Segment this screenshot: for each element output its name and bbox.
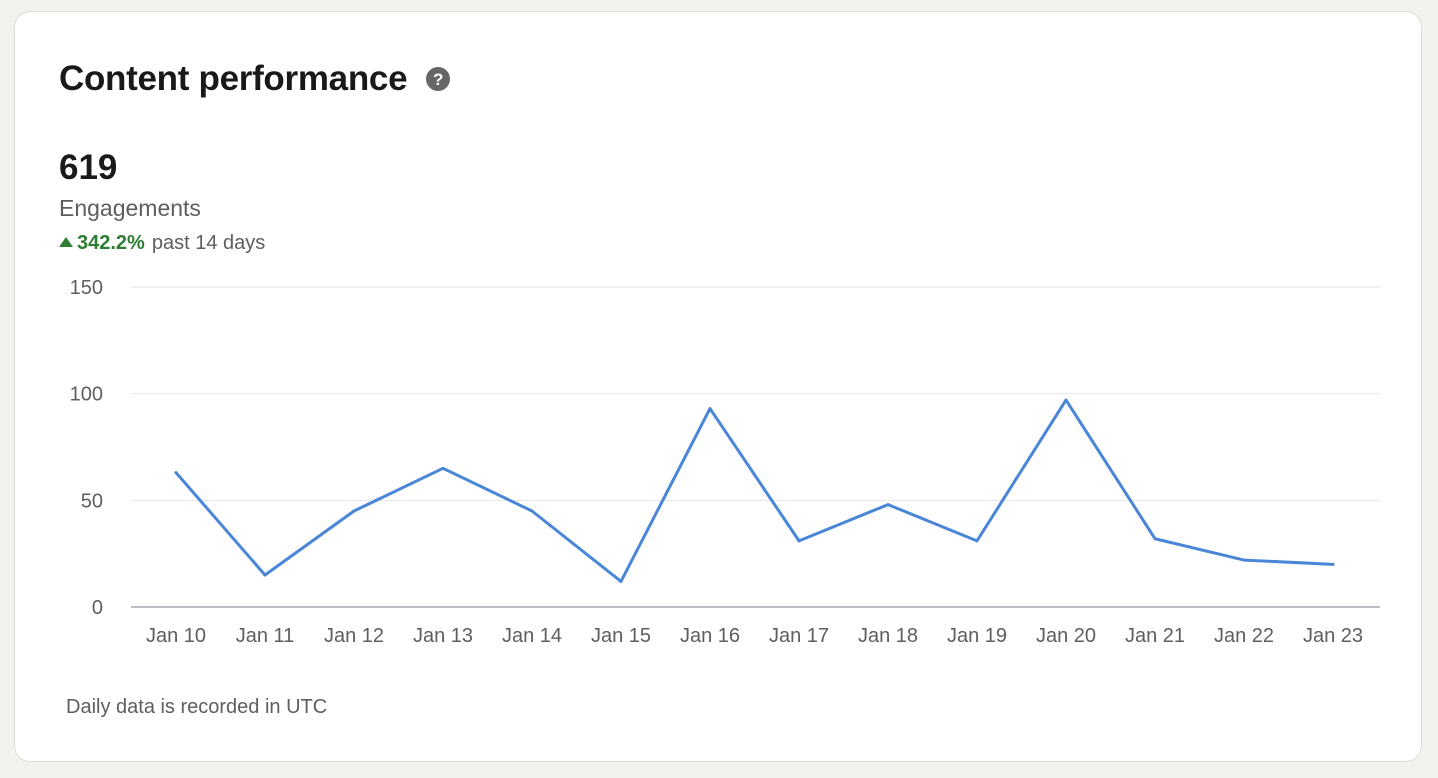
x-tick-label: Jan 13 bbox=[413, 625, 473, 647]
y-tick-label: 0 bbox=[92, 597, 103, 619]
x-tick-label: Jan 11 bbox=[236, 625, 295, 647]
series-line bbox=[174, 398, 1335, 583]
x-tick-label: Jan 22 bbox=[1214, 625, 1274, 647]
data-point bbox=[263, 573, 267, 577]
metric-value: 619 bbox=[59, 148, 118, 187]
data-point bbox=[441, 466, 445, 470]
x-tick-label: Jan 17 bbox=[769, 625, 829, 647]
metric-label: Engagements bbox=[59, 195, 201, 221]
y-tick-label: 50 bbox=[81, 490, 103, 512]
trend-up-icon bbox=[59, 237, 73, 247]
data-point bbox=[1153, 537, 1157, 541]
data-point bbox=[975, 539, 979, 543]
data-point bbox=[797, 539, 801, 543]
data-point bbox=[174, 471, 178, 475]
x-tick-label: Jan 20 bbox=[1036, 625, 1096, 647]
x-tick-label: Jan 10 bbox=[146, 625, 206, 647]
metric-change: 342.2% past 14 days bbox=[59, 230, 265, 256]
content-performance-card: Content performance ? 619 Engagements 34… bbox=[14, 11, 1422, 762]
data-point bbox=[530, 509, 534, 513]
footnote: Daily data is recorded in UTC bbox=[66, 696, 328, 718]
engagements-line-chart: 0 50 100 150 Jan 10 Jan 11 Jan 12 Jan 13 Jan 14 J… bbox=[70, 277, 1380, 647]
x-tick-label: Jan 16 bbox=[680, 625, 740, 647]
x-tick-label: Jan 12 bbox=[324, 625, 384, 647]
card-title: Content performance bbox=[59, 59, 408, 98]
x-tick-label: Jan 23 bbox=[1303, 625, 1363, 647]
help-icon[interactable]: ? bbox=[426, 67, 451, 91]
y-tick-label: 150 bbox=[70, 277, 103, 299]
x-tick-label: Jan 18 bbox=[858, 625, 918, 647]
data-point bbox=[352, 509, 356, 513]
card-header: Content performance ? bbox=[59, 58, 451, 100]
data-point bbox=[886, 503, 890, 507]
x-tick-label: Jan 15 bbox=[591, 625, 651, 647]
x-tick-label: Jan 21 bbox=[1125, 625, 1185, 647]
data-point bbox=[1064, 398, 1068, 402]
change-value: 342.2% bbox=[77, 232, 145, 254]
data-point bbox=[1331, 562, 1335, 566]
y-tick-label: 100 bbox=[70, 384, 103, 406]
x-tick-label: Jan 19 bbox=[947, 625, 1007, 647]
data-point bbox=[708, 407, 712, 411]
data-point bbox=[619, 579, 623, 583]
data-point bbox=[1242, 558, 1246, 562]
x-tick-label: Jan 14 bbox=[502, 625, 562, 647]
change-period: past 14 days bbox=[151, 232, 266, 254]
